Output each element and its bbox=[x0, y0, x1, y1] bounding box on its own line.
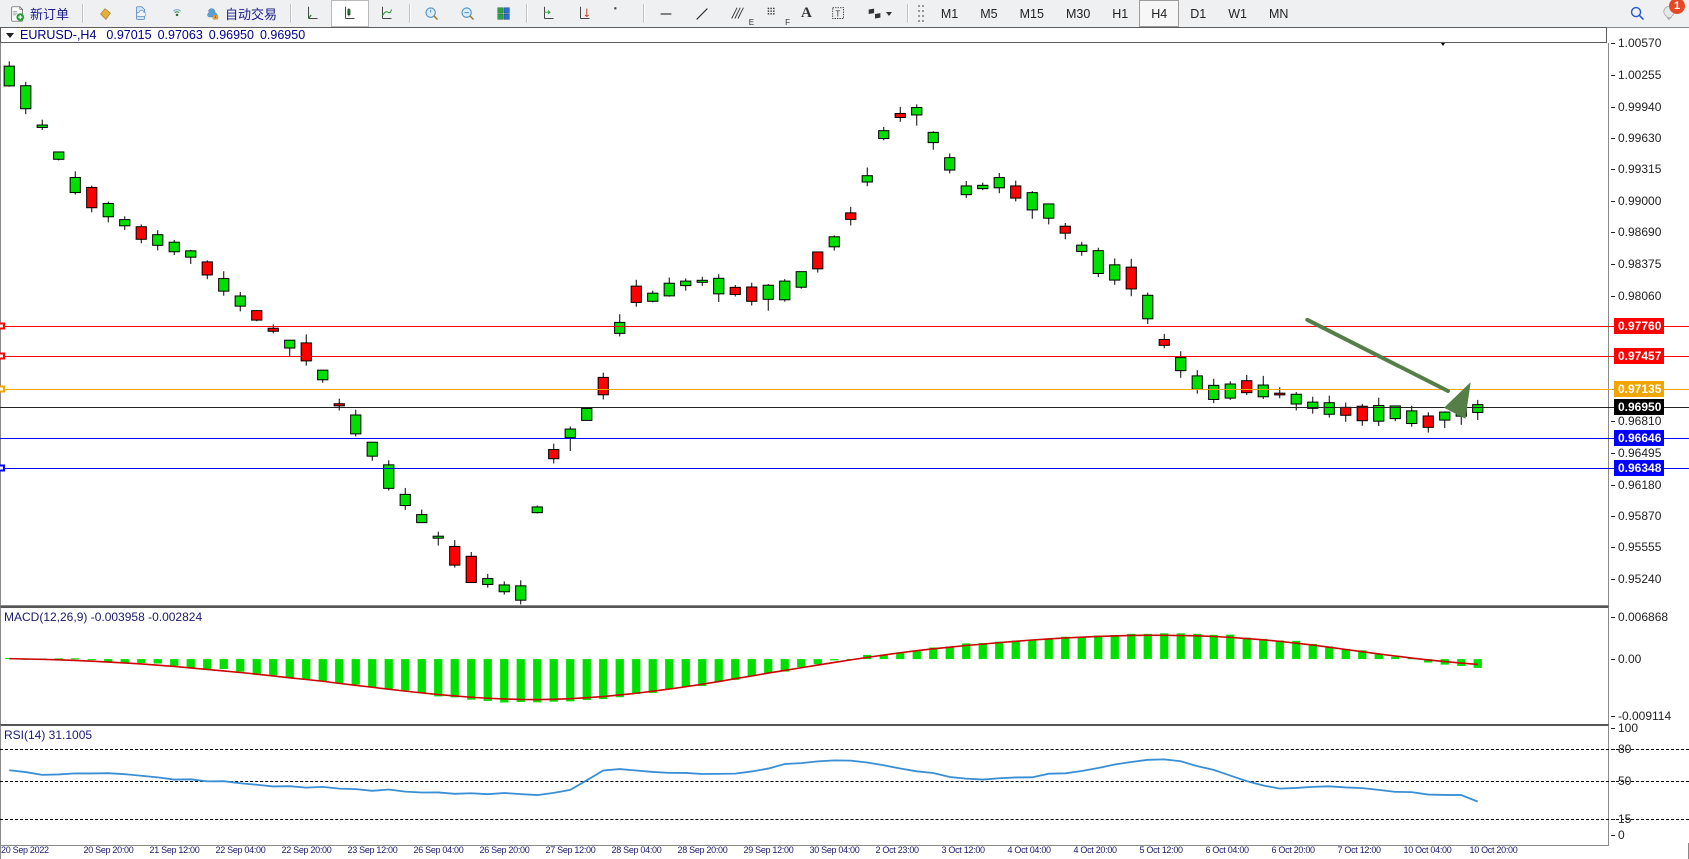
svg-text:T: T bbox=[835, 9, 840, 18]
